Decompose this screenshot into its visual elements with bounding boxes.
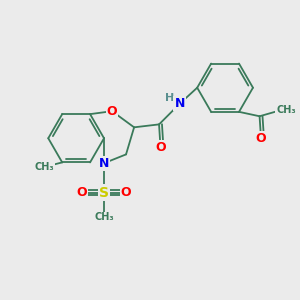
Text: O: O <box>155 141 166 154</box>
Text: N: N <box>99 157 109 170</box>
Text: S: S <box>99 186 109 200</box>
Text: O: O <box>107 105 117 118</box>
Text: O: O <box>121 186 131 199</box>
Text: CH₃: CH₃ <box>94 212 114 223</box>
Text: N: N <box>174 97 185 110</box>
Text: CH₃: CH₃ <box>35 162 54 172</box>
Text: H: H <box>165 93 174 103</box>
Text: O: O <box>256 132 266 145</box>
Text: CH₃: CH₃ <box>276 105 296 116</box>
Text: O: O <box>77 186 87 199</box>
